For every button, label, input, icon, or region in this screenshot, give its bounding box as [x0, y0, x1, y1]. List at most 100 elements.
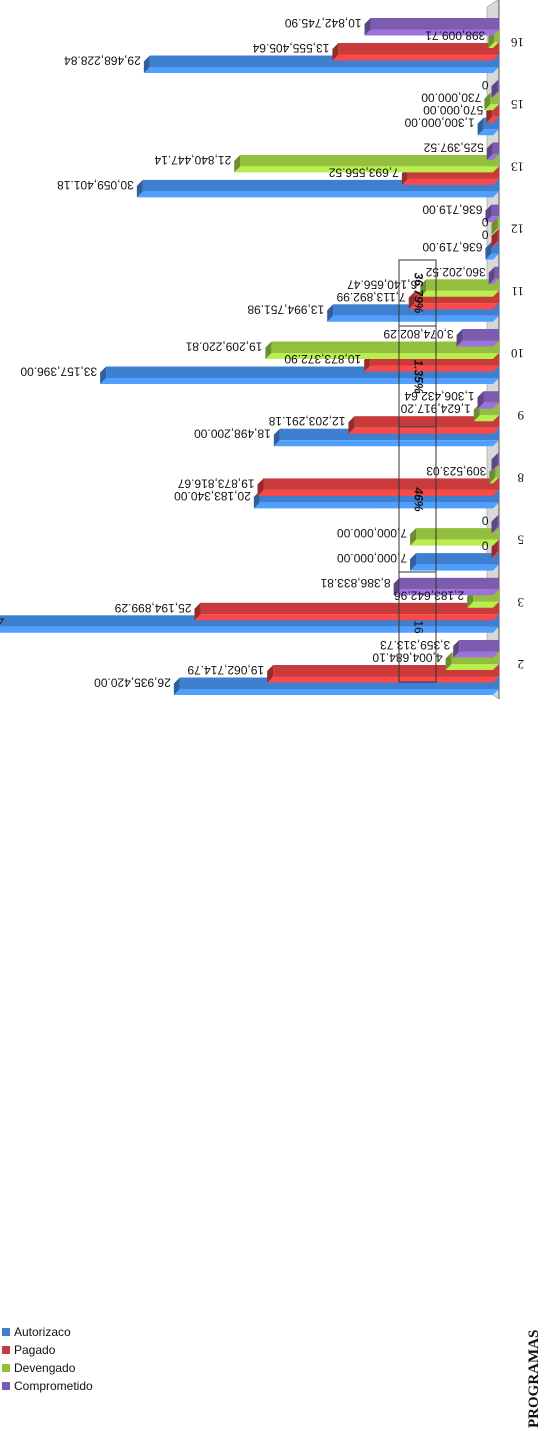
bar-devengado-2	[451, 652, 499, 664]
bar-pagado-2	[273, 665, 499, 677]
x-axis-title: PROGRAMAS	[526, 1330, 542, 1428]
bar-top-comprometido-13	[486, 153, 499, 160]
data-label-autorizaco-15: 1,300,000.00	[404, 116, 474, 130]
data-label-autorizaco-9: 18,498,200.00	[194, 427, 271, 441]
bar-devengado-10	[271, 341, 499, 353]
bar-end-devengado-15	[484, 92, 491, 111]
bar-top-pagado-8	[257, 489, 499, 496]
bar-top-comprometido-16	[364, 29, 499, 36]
legend-swatch-comprometido	[2, 1382, 10, 1390]
summary-cell-2: 1.35%	[411, 359, 425, 393]
bar-top-pagado-13	[401, 178, 499, 185]
bar-autorizaco-5	[416, 553, 499, 565]
bar-top-comprometido-3	[393, 589, 499, 596]
bar-end-pagado-8	[257, 478, 264, 496]
bar-top-comprometido-11	[488, 278, 499, 285]
bar-end-pagado-9	[348, 416, 355, 434]
bar-top-devengado-2	[445, 664, 499, 670]
bar-end-autorizaco-9	[273, 428, 280, 447]
bar-end-pagado-11	[408, 291, 415, 310]
bar-end-autorizaco-2	[173, 677, 180, 695]
x-tick-label-11: 11	[511, 284, 524, 299]
bar-end-autorizaco-5	[410, 553, 417, 571]
bar-top-comprometido-15	[491, 91, 499, 98]
bar-end-pagado-2	[267, 665, 274, 683]
bar-autorizaco-8	[259, 490, 499, 503]
bar-top-autorizaco-13	[136, 191, 499, 198]
bar-autorizaco-13	[142, 179, 499, 192]
bar-comprometido-11	[494, 266, 499, 279]
legend-swatch-devengado	[2, 1364, 10, 1372]
summary-table: 16 46% 1.35% 36.79%	[398, 259, 437, 683]
data-label-comprometido-10: 3,074,802.29	[383, 327, 453, 341]
data-label-pagado-11: 7,113,892.99	[336, 290, 406, 304]
bar-top-pagado-5	[491, 552, 499, 559]
data-label-autorizaco-12: 636,719.00	[422, 240, 482, 254]
bar-end-autorizaco-15	[477, 117, 484, 136]
data-label-pagado-3: 25,194,899.29	[114, 601, 191, 615]
data-label-autorizaco-2: 26,935,420.00	[94, 676, 171, 690]
bar-top-devengado-12	[491, 228, 499, 235]
data-label-comprometido-12: 636,719.00	[422, 203, 482, 217]
x-tick-label-2: 2	[518, 657, 525, 672]
bar-pagado-5	[497, 540, 499, 553]
legend-label-pagado: Pagado	[14, 1343, 56, 1357]
data-label-autorizaco-3: 42,198,677.00	[0, 613, 4, 627]
bar-top-autorizaco-8	[253, 502, 499, 509]
bar-top-comprometido-8	[491, 464, 499, 471]
bar-end-pagado-16	[332, 43, 339, 61]
legend-swatch-pagado	[2, 1346, 10, 1354]
bar-comprometido-12	[491, 204, 499, 217]
summary-cell-0: 16	[411, 620, 425, 634]
bar-pagado-15	[492, 105, 499, 117]
bar-devengado-13	[240, 154, 499, 167]
data-label-comprometido-16: 10,842,745.90	[284, 16, 361, 30]
bar-end-devengado-10	[265, 341, 272, 359]
data-label-devengado-5: 7,000,000.00	[337, 526, 407, 540]
bar-comprometido-3	[399, 577, 499, 590]
legend-label-autorizaco: Autorizaco	[14, 1325, 71, 1339]
bar-comprometido-10	[462, 329, 499, 341]
bar-top-comprometido-5	[491, 527, 499, 534]
bar-top-autorizaco-16	[143, 67, 499, 73]
bar-end-comprometido-10	[456, 329, 463, 347]
x-tick-label-5: 5	[518, 533, 525, 548]
bar-end-comprometido-15	[491, 80, 498, 98]
data-label-devengado-12: 0	[482, 215, 489, 229]
bar-end-devengado-12	[491, 217, 498, 235]
bar-devengado-8	[495, 465, 499, 478]
data-label-pagado-10: 10,873,372.90	[284, 352, 361, 366]
x-tick-label-13: 13	[511, 159, 524, 174]
data-label-comprometido-9: 1,306,432.64	[404, 389, 474, 403]
bar-end-comprometido-9	[477, 391, 484, 409]
bar-comprometido-13	[492, 142, 499, 154]
bar-top-devengado-11	[420, 290, 499, 297]
bar-end-devengado-8	[489, 465, 496, 484]
bar-devengado-5	[416, 528, 499, 540]
bar-top-pagado-2	[267, 676, 499, 683]
data-label-autorizaco-11: 13,994,751.98	[247, 302, 324, 316]
bar-autorizaco-11	[333, 304, 499, 316]
bar-top-pagado-15	[486, 116, 499, 123]
x-tick-label-3: 3	[518, 595, 525, 610]
data-label-pagado-15: 570,000.00	[423, 103, 483, 117]
bar-pagado-10	[370, 354, 499, 366]
data-label-autorizaco-16: 29,468,228.84	[64, 54, 141, 68]
data-label-devengado-10: 19,209,220.81	[185, 340, 262, 354]
data-label-comprometido-3: 8,386,833.81	[320, 576, 390, 590]
bar-top-pagado-11	[408, 303, 499, 310]
data-label-devengado-8: 309,523.03	[426, 464, 486, 478]
data-label-autorizaco-13: 30,059,401.18	[57, 178, 134, 192]
x-tick-label-12: 12	[511, 222, 524, 237]
x-tick-label-15: 15	[511, 97, 524, 112]
data-label-pagado-9: 12,203,291.18	[268, 414, 345, 428]
data-label-autorizaco-8: 20,183,340.00	[174, 489, 251, 503]
bar-top-pagado-9	[348, 427, 499, 434]
legend-label-comprometido: Comprometido	[14, 1379, 93, 1393]
bar-end-devengado-2	[445, 652, 452, 670]
bar-top-comprometido-10	[456, 340, 499, 347]
bar-devengado-11	[426, 279, 499, 291]
bar-pagado-3	[200, 602, 499, 615]
bar-comprometido-9	[483, 391, 499, 403]
